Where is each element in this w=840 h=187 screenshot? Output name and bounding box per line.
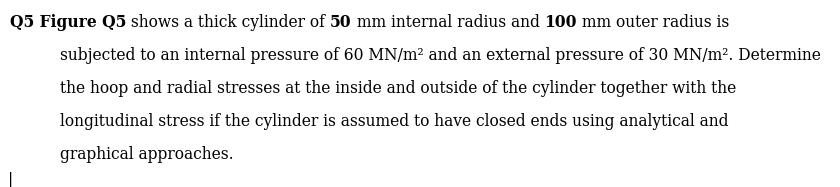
Text: the hoop and radial stresses at the inside and outside of the cylinder together : the hoop and radial stresses at the insi… (60, 80, 736, 97)
Text: subjected to an internal pressure of 60 MN/m² and an external pressure of 30 MN/: subjected to an internal pressure of 60 … (60, 47, 821, 64)
Text: shows a thick cylinder of: shows a thick cylinder of (126, 14, 330, 31)
Text: |: | (8, 172, 13, 187)
Text: mm outer radius is: mm outer radius is (577, 14, 729, 31)
Text: mm internal radius and: mm internal radius and (352, 14, 544, 31)
Text: 100: 100 (544, 14, 577, 31)
Text: Q5 Figure Q5: Q5 Figure Q5 (10, 14, 126, 31)
Text: 50: 50 (330, 14, 352, 31)
Text: longitudinal stress if the cylinder is assumed to have closed ends using analyti: longitudinal stress if the cylinder is a… (60, 113, 728, 130)
Text: graphical approaches.: graphical approaches. (60, 146, 234, 163)
